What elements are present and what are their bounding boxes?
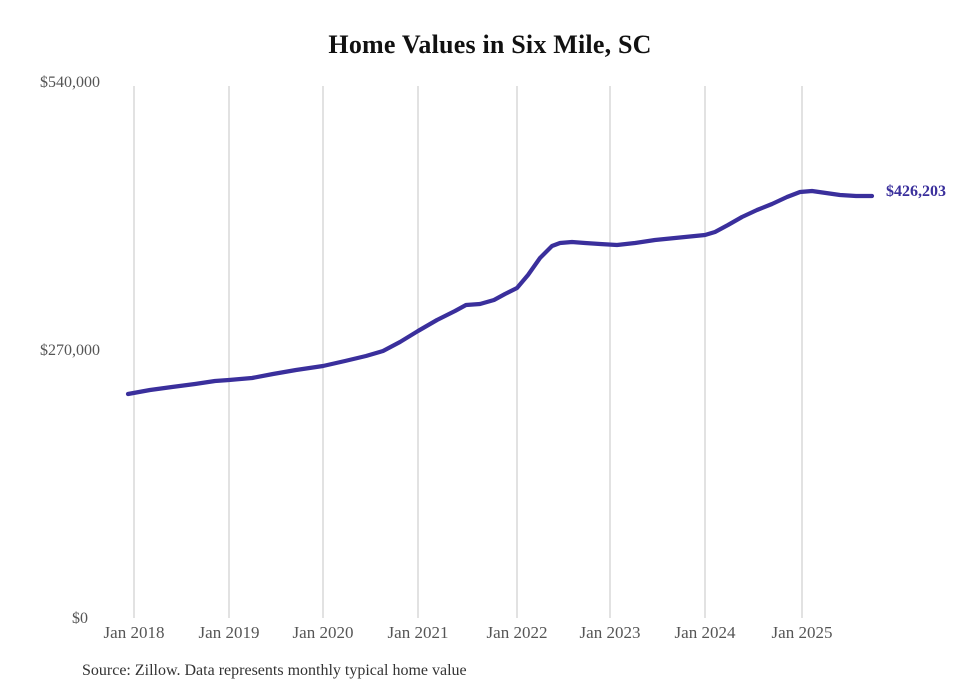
y-axis-tick-270000: $270,000: [40, 342, 100, 359]
source-note: Source: Zillow. Data represents monthly …: [82, 662, 467, 679]
x-axis-tick-jan-2022: Jan 2022: [486, 623, 548, 642]
x-axis-tick-jan-2021: Jan 2021: [387, 623, 449, 642]
x-axis-tick-jan-2025: Jan 2025: [771, 623, 833, 642]
end-value-annotation: $426,203: [886, 183, 946, 200]
x-axis-tick-jan-2023: Jan 2023: [579, 623, 641, 642]
x-axis-tick-jan-2024: Jan 2024: [674, 623, 736, 642]
home-value-line: [125, 188, 875, 397]
y-axis-tick-0: $0: [72, 610, 88, 627]
x-axis-tick-jan-2020: Jan 2020: [292, 623, 354, 642]
gridlines-group: [133, 86, 803, 618]
x-axis-tick-jan-2018: Jan 2018: [103, 623, 165, 642]
x-axis-tick-jan-2019: Jan 2019: [198, 623, 260, 642]
chart-title: Home Values in Six Mile, SC: [328, 30, 652, 59]
y-axis-tick-540000: $540,000: [40, 74, 100, 91]
